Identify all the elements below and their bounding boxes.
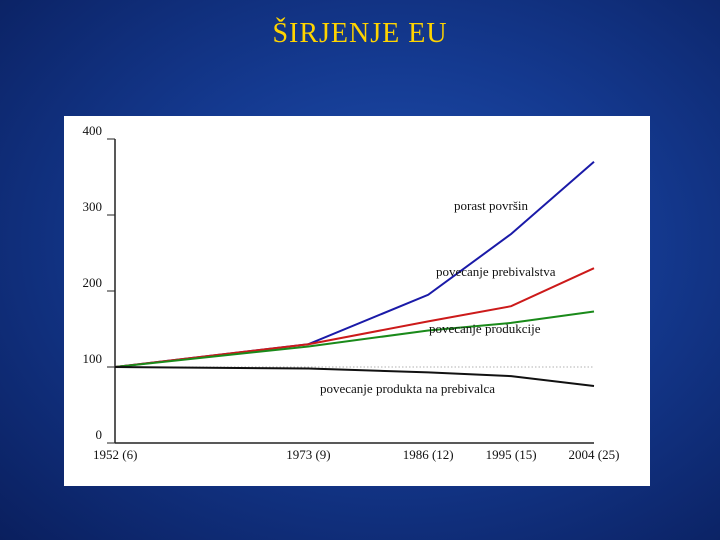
y-tick-label: 0 xyxy=(96,427,103,442)
series-line xyxy=(114,310,595,368)
slide-title: ŠIRJENJE EU xyxy=(272,18,448,49)
x-tick-label: 1986 (12) xyxy=(403,447,454,462)
x-tick-label: 1995 (15) xyxy=(486,447,537,462)
series-label: povecanje prebivalstva xyxy=(436,264,556,279)
y-tick-label: 100 xyxy=(83,351,103,366)
series-line xyxy=(114,267,595,368)
series-label: porast površin xyxy=(454,198,529,213)
series-label: povecanje produkta na prebivalca xyxy=(320,381,495,396)
x-tick-label: 1952 (6) xyxy=(93,447,137,462)
x-tick-label: 2004 (25) xyxy=(569,447,620,462)
series-label: povecanje produkcije xyxy=(429,321,541,336)
y-tick-label: 300 xyxy=(83,199,103,214)
series-lines xyxy=(114,161,595,387)
x-tick-label: 1973 (9) xyxy=(286,447,330,462)
y-tick-label: 200 xyxy=(83,275,103,290)
series-line xyxy=(114,366,595,387)
y-tick-label: 400 xyxy=(83,123,103,138)
series-labels: porast površin povecanje prebivalstva pove… xyxy=(320,198,556,396)
x-ticks: 1952 (6) 1973 (9) 1986 (12) 1995 (15) 2004 (… xyxy=(93,447,619,462)
chart-axes xyxy=(114,139,594,444)
y-ticks: 0 100 200 300 400 xyxy=(83,123,115,444)
chart-panel: 0 100 200 300 400 1952 (6) 1973 (9) 1986 (12) 1… xyxy=(64,116,650,486)
